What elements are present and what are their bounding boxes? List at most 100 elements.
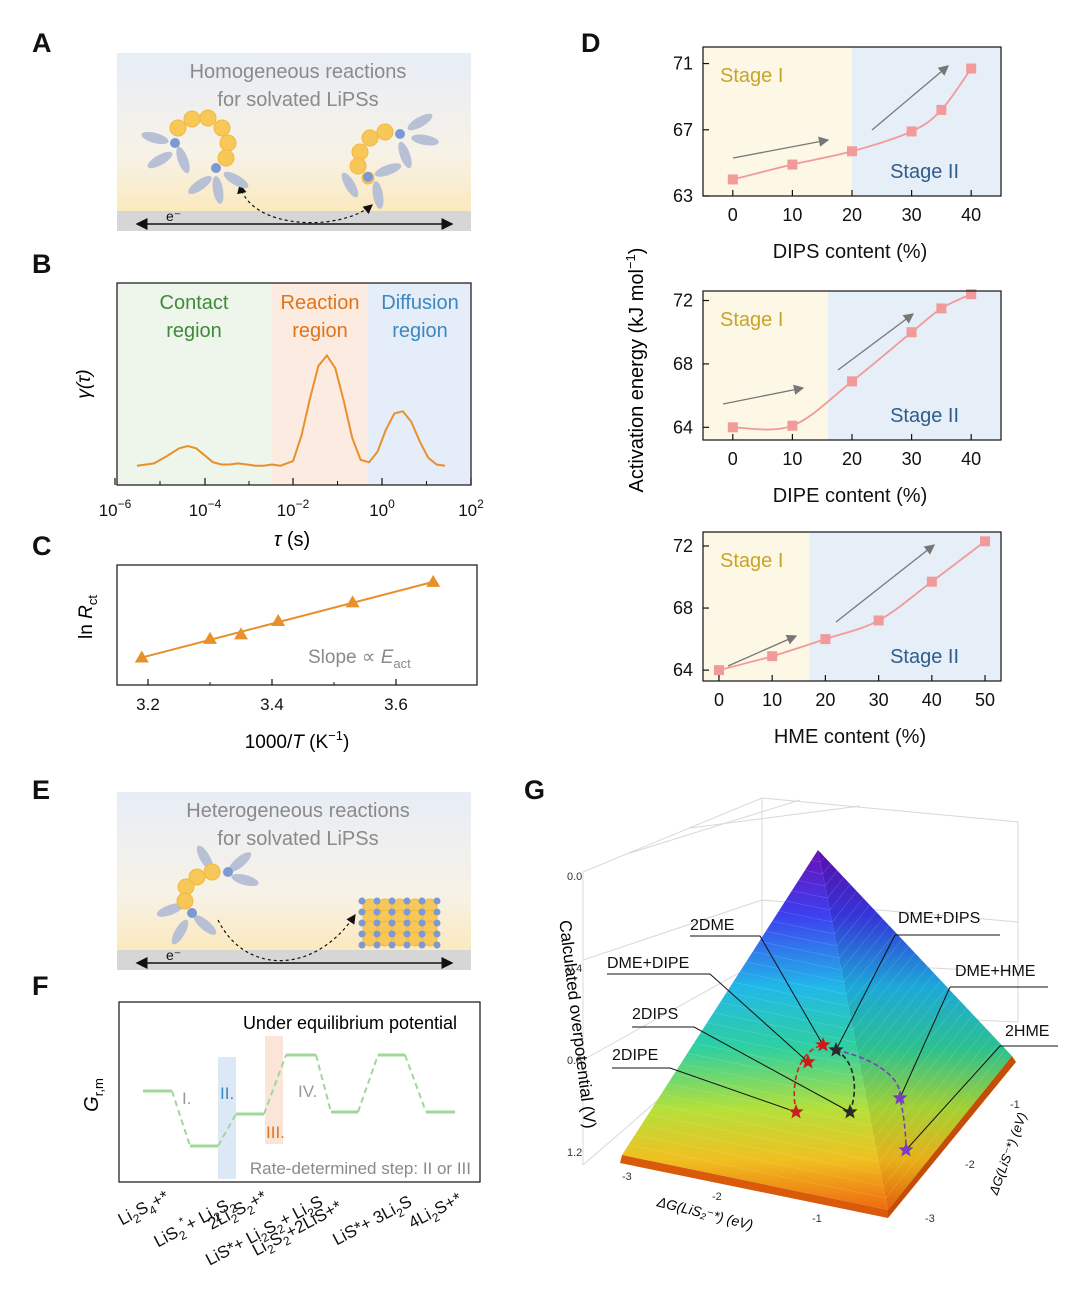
panel-letter-f: F bbox=[32, 971, 49, 1001]
x-tick-label: 10 bbox=[782, 205, 802, 225]
data-point bbox=[936, 104, 947, 115]
z-tick-3: 1.2 bbox=[567, 1147, 582, 1159]
mesh-line bbox=[648, 1028, 987, 1163]
step-iii-label: III. bbox=[266, 1123, 285, 1142]
label-2dips: 2DIPS bbox=[632, 1006, 678, 1023]
label-2hme: 2HME bbox=[1005, 1023, 1049, 1040]
panel-g-zlabel: Calculated overpotential (V) bbox=[555, 919, 599, 1130]
mesh-line bbox=[739, 932, 896, 995]
s-atom bbox=[377, 931, 393, 947]
x-tick-label: 0 bbox=[728, 205, 738, 225]
electron-label-e: e⁻ bbox=[166, 947, 181, 963]
electron-label: e⁻ bbox=[166, 208, 181, 224]
trend-arrow bbox=[871, 65, 949, 131]
li-atom bbox=[433, 941, 441, 949]
s-atom bbox=[362, 931, 378, 947]
li-atom bbox=[373, 930, 381, 938]
stage-ii-region bbox=[809, 532, 1001, 681]
contact-region-label-2: region bbox=[166, 320, 222, 342]
y-tick-label: 71 bbox=[673, 54, 693, 74]
relaxation-time-distribution bbox=[136, 353, 446, 467]
panel-c-frame bbox=[116, 564, 478, 686]
b-tick-label: 102 bbox=[458, 497, 484, 520]
star-marker bbox=[842, 1104, 858, 1119]
mesh-line bbox=[667, 1007, 967, 1127]
label-dme-hme: DME+HME bbox=[955, 963, 1035, 980]
z-tick-1: 0.4 bbox=[567, 963, 582, 975]
stage-ii-region bbox=[828, 291, 1001, 440]
pyramid-base-left bbox=[620, 1155, 888, 1218]
data-point bbox=[787, 420, 798, 431]
data-point bbox=[980, 536, 991, 547]
star-marker bbox=[788, 1104, 804, 1119]
x-tick-label: 0 bbox=[728, 449, 738, 469]
slope-annotation: Slope ∝ Eact bbox=[308, 647, 411, 671]
panel-d: Stage I Stage II 0 10 20 30 40 63 67 71 DIPS conte… bbox=[623, 46, 1002, 748]
y-tick-label: 64 bbox=[673, 660, 693, 680]
li-atom bbox=[433, 908, 441, 916]
s-atom bbox=[407, 931, 423, 947]
mesh-line bbox=[719, 952, 916, 1031]
mesh-line bbox=[791, 877, 845, 899]
data-point bbox=[873, 615, 884, 626]
star-marker bbox=[800, 1054, 816, 1069]
stage-ii-label: Stage II bbox=[890, 161, 959, 183]
c-data-point bbox=[234, 627, 248, 640]
y-tick-0: -1 bbox=[1010, 1099, 1020, 1111]
data-point bbox=[713, 665, 724, 676]
star-marker bbox=[892, 1090, 908, 1105]
x-tick-2: -1 bbox=[812, 1213, 822, 1225]
b-tick-label: 100 bbox=[369, 497, 395, 520]
x-tick-label: 50 bbox=[975, 690, 995, 710]
subplot-frame bbox=[702, 531, 1002, 682]
panel-b-frame bbox=[116, 282, 472, 486]
x-tick-1: -2 bbox=[712, 1191, 722, 1203]
dips-subplot: Stage I Stage II 0 10 20 30 40 63 67 71 DIPS conte… bbox=[673, 46, 1002, 263]
x-tick-label: 40 bbox=[922, 690, 942, 710]
energy-levels bbox=[143, 1053, 455, 1148]
step-ii-highlight bbox=[218, 1057, 236, 1179]
label-dme-dipe: DME+DIPE bbox=[607, 955, 689, 972]
box-wireframe bbox=[582, 797, 1019, 1166]
data-point bbox=[966, 63, 977, 74]
star-marker bbox=[828, 1042, 844, 1057]
li-atom bbox=[358, 897, 366, 905]
li-atom bbox=[358, 908, 366, 916]
x-axis-label: HME content (%) bbox=[774, 726, 926, 748]
s-atom bbox=[392, 931, 408, 947]
li-atom bbox=[358, 941, 366, 949]
x-tick-label: 20 bbox=[842, 205, 862, 225]
mesh-line bbox=[674, 1000, 961, 1115]
x-tick-label: 10 bbox=[762, 690, 782, 710]
data-point bbox=[820, 634, 831, 645]
mesh-line bbox=[700, 973, 935, 1067]
dipe-subplot: Stage I Stage II 0 10 20 30 40 64 68 72 DIPE conte… bbox=[673, 289, 1002, 507]
panel-c-ylabel: ln Rct bbox=[76, 595, 100, 639]
li-atom bbox=[403, 941, 411, 949]
transition bbox=[404, 1054, 427, 1113]
pyramid-face-left bbox=[622, 850, 888, 1210]
mesh-line bbox=[765, 904, 870, 947]
mesh-line bbox=[641, 1035, 993, 1175]
trend-arrow bbox=[732, 136, 830, 159]
panel-c: 3.2 3.4 3.6 ln Rct Slope ∝ Eact 1000/T (K−… bbox=[76, 564, 478, 753]
label-2dme: 2DME bbox=[690, 917, 734, 934]
li-atom bbox=[418, 897, 426, 905]
li-atom bbox=[418, 908, 426, 916]
b-tick-label: 10−6 bbox=[99, 497, 132, 520]
mesh-line bbox=[628, 1048, 1006, 1199]
stage-i-label: Stage I bbox=[720, 65, 783, 87]
panel-letter-d: D bbox=[581, 28, 601, 58]
li-atom bbox=[433, 930, 441, 938]
x-axis-label: DIPS content (%) bbox=[773, 241, 928, 263]
x-axis-label: DIPE content (%) bbox=[773, 485, 928, 507]
li-atom bbox=[403, 908, 411, 916]
black-path bbox=[835, 1049, 856, 1113]
y-tick-label: 67 bbox=[673, 120, 693, 140]
stage-i-region bbox=[703, 532, 810, 681]
li-atom bbox=[388, 897, 396, 905]
data-point bbox=[936, 303, 947, 314]
solvent-stars bbox=[788, 1037, 914, 1157]
c-data-point bbox=[134, 650, 149, 663]
